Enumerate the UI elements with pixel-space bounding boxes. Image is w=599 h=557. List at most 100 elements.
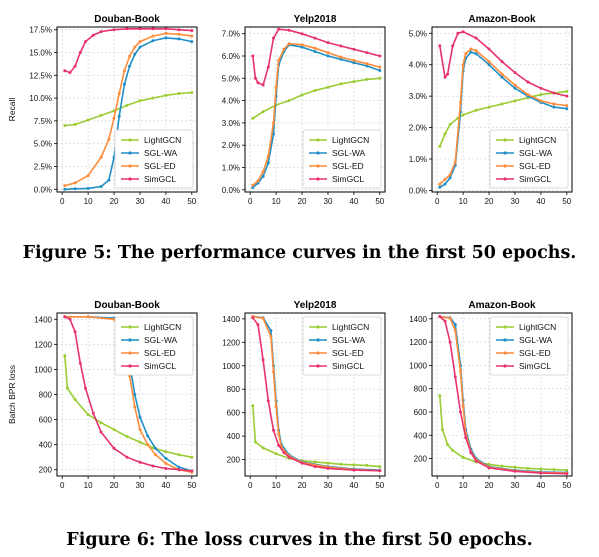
legend-label-sgl-ed: SGL-ED xyxy=(144,348,176,358)
data-point-simgcl xyxy=(513,469,517,473)
data-point-simgcl xyxy=(125,27,129,31)
data-point-lightgcn xyxy=(438,394,442,398)
series-lightgcn xyxy=(63,354,194,459)
data-point-simgcl xyxy=(448,340,452,344)
x-tick-label: 0 xyxy=(435,481,440,490)
data-point-lightgcn xyxy=(352,463,356,467)
data-point-lightgcn xyxy=(125,435,129,438)
data-point-lightgcn xyxy=(138,99,142,103)
y-tick-label: 4.0% xyxy=(222,97,240,106)
data-point-sgl-ed xyxy=(438,182,442,186)
legend-label-sgl-wa: SGL-WA xyxy=(332,335,366,345)
data-point-sgl-ed xyxy=(164,31,168,35)
data-point-simgcl xyxy=(84,40,87,44)
data-point-simgcl xyxy=(287,28,291,32)
data-point-simgcl xyxy=(177,28,181,32)
legend-label-sgl-wa: SGL-WA xyxy=(144,335,178,345)
series-sgl-ed xyxy=(63,31,194,188)
legend-label-sgl-ed: SGL-ED xyxy=(519,161,551,171)
data-point-sgl-ed xyxy=(461,63,465,67)
plot-frame xyxy=(431,26,573,193)
data-point-sgl-ed xyxy=(146,443,150,447)
legend-label-sgl-wa: SGL-WA xyxy=(519,148,553,158)
data-point-sgl-wa xyxy=(107,178,111,182)
data-point-sgl-wa xyxy=(154,446,157,450)
data-point-lightgcn xyxy=(99,113,103,117)
data-point-sgl-ed xyxy=(128,54,132,58)
data-point-sgl-ed xyxy=(251,183,255,187)
y-tick-label: 800 xyxy=(39,391,53,400)
legend-marker-simgcl xyxy=(503,177,507,181)
data-point-sgl-ed xyxy=(459,100,462,104)
chart-legend: LightGCN SGL-WA SGL-ED SimGCL xyxy=(114,316,194,376)
y-tick-label: 5.0% xyxy=(222,74,240,83)
data-point-sgl-wa xyxy=(448,176,452,180)
data-point-simgcl xyxy=(112,28,116,32)
data-point-simgcl xyxy=(487,466,491,470)
x-tick-label: 40 xyxy=(536,197,545,206)
data-point-simgcl xyxy=(459,410,462,414)
data-point-lightgcn xyxy=(565,468,569,472)
data-point-sgl-ed xyxy=(86,174,90,178)
data-point-simgcl xyxy=(261,358,265,362)
data-point-sgl-ed xyxy=(86,315,90,319)
legend-marker-lightgcn xyxy=(503,138,507,142)
data-point-simgcl xyxy=(84,386,87,390)
data-point-sgl-ed xyxy=(274,405,278,409)
data-point-lightgcn xyxy=(251,116,255,120)
data-point-lightgcn xyxy=(112,428,116,432)
data-point-sgl-ed xyxy=(256,179,260,183)
data-point-simgcl xyxy=(352,47,356,51)
chart-legend: LightGCN SGL-WA SGL-ED SimGCL xyxy=(489,316,569,376)
legend-label-lightgcn: LightGCN xyxy=(519,322,556,332)
series-line-lightgcn xyxy=(252,405,380,468)
data-point-simgcl xyxy=(438,44,442,48)
legend-label-sgl-ed: SGL-ED xyxy=(332,348,364,358)
data-point-simgcl xyxy=(339,44,343,48)
data-point-lightgcn xyxy=(190,455,194,459)
data-point-sgl-ed xyxy=(469,47,473,51)
data-point-simgcl xyxy=(552,91,556,95)
y-tick-label: 6.0% xyxy=(222,52,240,61)
series-line-lightgcn xyxy=(64,355,192,458)
data-point-sgl-ed xyxy=(73,181,77,185)
data-point-simgcl xyxy=(287,455,291,459)
data-point-simgcl xyxy=(565,94,569,98)
data-point-sgl-wa xyxy=(500,75,504,79)
legend-marker-sgl-ed xyxy=(128,351,132,355)
y-tick-label: 800 xyxy=(414,385,428,394)
y-tick-label: 1000 xyxy=(222,362,240,371)
data-point-sgl-wa xyxy=(352,61,356,65)
data-point-sgl-ed xyxy=(138,40,142,44)
x-tick-label: 30 xyxy=(136,481,145,490)
x-tick-label: 50 xyxy=(562,481,571,490)
data-point-lightgcn xyxy=(487,105,491,109)
data-point-simgcl xyxy=(272,428,275,432)
data-point-sgl-wa xyxy=(177,465,181,469)
data-point-simgcl xyxy=(277,27,281,31)
data-point-sgl-ed xyxy=(272,121,275,125)
data-point-lightgcn xyxy=(500,102,504,106)
x-tick-label: 50 xyxy=(375,481,384,490)
data-point-simgcl xyxy=(63,315,67,319)
legend-label-sgl-ed: SGL-ED xyxy=(332,161,364,171)
series-lightgcn xyxy=(438,394,569,472)
y-tick-label: 400 xyxy=(227,432,241,441)
data-point-simgcl xyxy=(99,430,103,434)
data-point-simgcl xyxy=(68,317,72,321)
y-tick-label: 1.0% xyxy=(222,163,240,172)
data-point-sgl-ed xyxy=(117,92,121,95)
data-point-sgl-ed xyxy=(261,316,265,320)
x-tick-label: 30 xyxy=(511,197,520,206)
y-tick-label: 200 xyxy=(414,455,428,464)
data-point-sgl-ed xyxy=(133,405,137,409)
chart-panel-6: Amazon-Book 200 400 600 800 1000 1200 1400 0 10 20… xyxy=(409,300,573,490)
data-point-sgl-ed xyxy=(448,316,452,320)
data-point-simgcl xyxy=(91,33,95,37)
x-tick-label: 0 xyxy=(248,481,253,490)
data-point-sgl-ed xyxy=(272,370,275,374)
data-point-lightgcn xyxy=(125,103,129,107)
data-point-sgl-ed xyxy=(565,104,569,108)
data-point-sgl-ed xyxy=(177,32,181,36)
data-point-simgcl xyxy=(464,436,468,440)
